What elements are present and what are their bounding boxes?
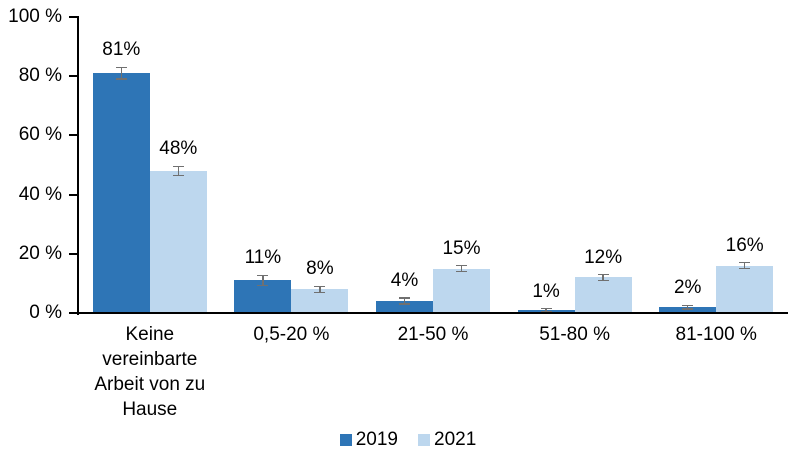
x-tick-label: 51-80 % [539, 324, 610, 345]
y-tick [69, 312, 77, 314]
x-tick-label: 21-50 % [397, 324, 469, 345]
bar-2019 [376, 301, 433, 313]
error-bar-cap [115, 66, 127, 69]
bar-2021 [433, 268, 490, 313]
error-bar-cap [540, 307, 552, 310]
legend-swatch [339, 434, 352, 446]
bar-2019 [659, 307, 717, 313]
error-bar-cap [172, 165, 184, 168]
error-bar-cap [172, 174, 184, 177]
x-tick-label: 0,5-20 % [253, 324, 330, 345]
y-axis-line [77, 16, 79, 315]
bar-2021 [574, 277, 632, 313]
error-bar-stem [602, 274, 604, 281]
bar-2021 [291, 289, 349, 313]
legend-label: 2021 [434, 429, 477, 450]
value-label: 8% [306, 258, 334, 280]
error-bar-cap [682, 308, 694, 310]
error-bar-cap [597, 273, 609, 276]
error-bar-cap [597, 279, 609, 282]
value-label: 48% [159, 138, 198, 160]
error-bar-stem [177, 166, 180, 176]
legend-swatch [418, 434, 430, 446]
error-bar-cap [739, 261, 751, 264]
error-bar-cap [257, 284, 269, 287]
y-tick-label: 40 % [18, 183, 62, 205]
error-bar-cap [257, 274, 269, 277]
error-bar-cap [540, 310, 552, 313]
value-label: 4% [390, 270, 419, 292]
error-bar-stem [262, 275, 264, 286]
y-tick [69, 252, 77, 255]
y-tick [69, 193, 77, 196]
error-bar-stem [743, 262, 746, 269]
error-bar-cap [115, 78, 127, 80]
y-tick-label: 0 % [29, 302, 62, 323]
error-bar-stem [120, 67, 123, 80]
x-tick-label: Keine vereinbarte Arbeit von zu Hause [94, 324, 206, 420]
legend: 2019 2021 [14, 429, 788, 451]
error-bar-cap [399, 303, 410, 305]
value-label: 12% [584, 246, 623, 268]
error-bar-stem [686, 305, 689, 309]
error-bar-stem [460, 265, 463, 272]
error-bar-cap [682, 304, 694, 307]
error-bar-stem [403, 298, 406, 305]
y-tick [69, 134, 77, 137]
error-bar-cap [456, 264, 467, 267]
y-tick-label: 80 % [18, 65, 62, 87]
error-bar-cap [314, 285, 326, 288]
error-bar-stem [319, 286, 321, 293]
y-tick [69, 16, 77, 18]
bar-2021 [149, 170, 207, 313]
legend-item: 2019 [339, 429, 398, 451]
value-label: 2% [673, 277, 702, 299]
error-bar-cap [456, 270, 467, 273]
value-label: 81% [102, 39, 141, 61]
error-bar-cap [739, 267, 751, 270]
x-axis-line [77, 312, 788, 314]
error-bar-stem [545, 308, 547, 312]
value-label: 15% [442, 237, 481, 259]
y-tick-label: 20 % [18, 242, 62, 264]
y-tick-label: 60 % [18, 124, 62, 146]
bar-2021 [716, 265, 774, 313]
legend-item: 2021 [418, 429, 476, 451]
value-label: 11% [244, 247, 282, 269]
bar-2019 [92, 73, 150, 313]
x-tick-label: 81-100 % [675, 324, 757, 345]
value-label: 1% [532, 280, 560, 302]
error-bar-cap [399, 297, 410, 299]
legend-label: 2019 [355, 429, 398, 450]
value-label: 16% [725, 234, 764, 256]
error-bar-cap [314, 291, 326, 294]
y-tick-label: 100 % [8, 6, 62, 27]
y-tick [69, 75, 77, 78]
